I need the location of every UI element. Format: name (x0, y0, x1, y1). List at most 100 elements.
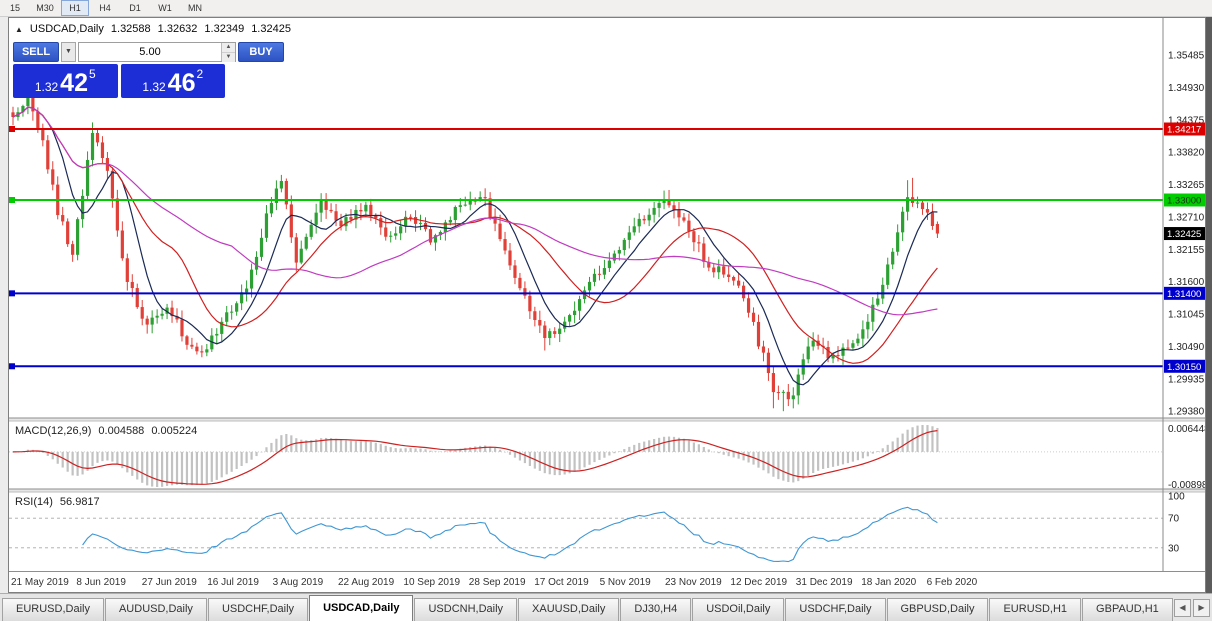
timeframe-button-MN[interactable]: MN (188, 3, 202, 13)
macd-histogram (9, 425, 1163, 487)
candlesticks (11, 85, 940, 412)
ohlc-close: 1.32425 (251, 23, 291, 35)
timeframe-button-D1[interactable]: D1 (129, 3, 141, 13)
chart-symbol-header: ▲ USDCAD,Daily 1.32588 1.32632 1.32349 1… (15, 23, 291, 35)
svg-text:21 May 2019: 21 May 2019 (11, 577, 69, 588)
chart-canvas[interactable]: 1.354851.349301.343751.338201.332651.327… (9, 18, 1205, 592)
svg-text:1.34375: 1.34375 (1168, 115, 1205, 126)
macd-value-main: 0.004588 (98, 425, 145, 437)
chart-tab-XAUUSD-Daily[interactable]: XAUUSD,Daily (518, 598, 620, 621)
svg-text:-0.008982: -0.008982 (1168, 480, 1205, 491)
chart-tab-AUDUSD-Daily[interactable]: AUDUSD,Daily (104, 598, 207, 621)
symbol-name: USDCAD,Daily (29, 23, 104, 35)
chart-window: 1.35485 1.34930 1.34375 1.33820 1.33265 1.327… (8, 17, 1206, 593)
rsi-indicator-label: RSI(14) 56.9817 (15, 496, 100, 508)
moving-average-lines (12, 106, 938, 386)
one-click-trading-panel: SELL ▼ ▲ ▼ BUY 1.32 42 5 1.3 (13, 42, 284, 98)
chart-tab-GBPUSD-Daily[interactable]: GBPUSD,Daily (886, 598, 989, 621)
timeframe-button-H4[interactable]: H4 (99, 3, 111, 13)
svg-text:17 Oct 2019: 17 Oct 2019 (534, 577, 589, 588)
sell-price-point: 5 (88, 67, 96, 81)
chart-tab-EURUSD-H1[interactable]: EURUSD,H1 (989, 598, 1082, 621)
sell-price-prefix: 1.32 (34, 80, 59, 94)
tab-scroll-left-button[interactable]: ◀ (1174, 599, 1191, 617)
volume-increase-button[interactable]: ▲ (222, 43, 235, 53)
svg-text:1.30150: 1.30150 (1167, 362, 1201, 373)
chart-tab-USDOil-Daily[interactable]: USDOil,Daily (692, 598, 785, 621)
sell-button[interactable]: SELL (13, 42, 59, 62)
svg-text:27 Jun 2019: 27 Jun 2019 (142, 577, 197, 588)
sell-price-display[interactable]: 1.32 42 5 (13, 64, 118, 98)
chart-tab-USDCAD-Daily[interactable]: USDCAD,Daily (309, 595, 414, 621)
ohlc-high: 1.32632 (157, 23, 198, 35)
tab-scroll-right-button[interactable]: ▶ (1193, 599, 1210, 617)
svg-text:12 Dec 2019: 12 Dec 2019 (730, 577, 787, 588)
chart-tab-USDCHF-Daily[interactable]: USDCHF,Daily (207, 598, 309, 621)
svg-text:1.32425: 1.32425 (1167, 229, 1201, 240)
macd-title: MACD(12,26,9) (15, 425, 92, 437)
svg-text:1.30490: 1.30490 (1168, 342, 1205, 353)
chart-tabs: EURUSD,Daily AUDUSD,Daily USDCHF,Daily USDC… (0, 593, 1212, 621)
svg-text:70: 70 (1168, 514, 1180, 525)
svg-text:18 Jan 2020: 18 Jan 2020 (861, 577, 916, 588)
svg-text:1.34930: 1.34930 (1168, 83, 1205, 94)
collapse-panel-icon[interactable]: ▲ (15, 24, 23, 34)
chart-tab-USDCNH-Daily[interactable]: USDCNH,Daily (414, 598, 518, 621)
price-badges: 1.34217 1.33000 1.31400 1.30150 1.32425 (1164, 122, 1205, 373)
svg-text:1.29380: 1.29380 (1168, 407, 1205, 418)
svg-text:100: 100 (1168, 492, 1185, 503)
window-edge-strip (1206, 17, 1212, 593)
svg-text:1.31045: 1.31045 (1168, 310, 1205, 321)
date-axis[interactable]: 21 May 2019 8 Jun 2019 27 Jun 2019 16 Jul 2… (11, 577, 978, 588)
chart-tab-EURUSD-Daily[interactable]: EURUSD,Daily (2, 598, 104, 621)
sell-price-pips: 42 (60, 69, 88, 97)
macd-signal-line (12, 430, 938, 485)
timeframe-toolbar: 15 M30 H1 H4 D1 W1 MN (0, 0, 1212, 17)
volume-input[interactable] (79, 43, 221, 61)
timeframe-button-H1[interactable]: H1 (61, 0, 89, 16)
svg-text:1.31400: 1.31400 (1167, 289, 1201, 300)
buy-button[interactable]: BUY (238, 42, 284, 62)
buy-price-point: 2 (196, 67, 204, 81)
svg-text:30: 30 (1168, 543, 1180, 554)
buy-price-display[interactable]: 1.32 46 2 (120, 64, 225, 98)
rsi-pane (9, 506, 1163, 563)
timeframe-button-15[interactable]: 15 (9, 3, 20, 13)
svg-text:3 Aug 2019: 3 Aug 2019 (273, 577, 324, 588)
svg-text:22 Aug 2019: 22 Aug 2019 (338, 577, 395, 588)
price-axis[interactable]: 1.35485 1.34930 1.34375 1.33820 1.33265 1.327… (1162, 18, 1205, 572)
timeframe-button-M30[interactable]: M30 (36, 3, 54, 13)
svg-text:6 Feb 2020: 6 Feb 2020 (927, 577, 978, 588)
svg-text:1.33820: 1.33820 (1168, 148, 1205, 159)
svg-text:1.32155: 1.32155 (1168, 245, 1205, 256)
svg-text:28 Sep 2019: 28 Sep 2019 (469, 577, 526, 588)
svg-text:1.31600: 1.31600 (1168, 277, 1205, 288)
svg-text:5 Nov 2019: 5 Nov 2019 (600, 577, 652, 588)
ohlc-low: 1.32349 (204, 23, 245, 35)
buy-price-prefix: 1.32 (142, 80, 166, 94)
rsi-line (82, 506, 938, 563)
svg-text:1.33265: 1.33265 (1168, 180, 1205, 191)
macd-indicator-label: MACD(12,26,9) 0.004588 0.005224 (15, 425, 197, 437)
svg-text:1.29935: 1.29935 (1168, 374, 1205, 385)
pane-separators (9, 417, 1205, 572)
chart-tab-GBPAUD-H1[interactable]: GBPAUD,H1 (1082, 598, 1173, 621)
timeframe-button-W1[interactable]: W1 (158, 3, 172, 13)
horizontal-level-lines[interactable] (9, 126, 1163, 370)
macd-value-signal: 0.005224 (151, 425, 198, 437)
rsi-title: RSI(14) (15, 496, 53, 508)
volume-spinner: ▲ ▼ (221, 43, 235, 62)
chart-tab-DJ30-H4[interactable]: DJ30,H4 (620, 598, 692, 621)
buy-price-pips: 46 (167, 69, 196, 97)
svg-text:1.35485: 1.35485 (1168, 51, 1205, 62)
svg-text:1.33000: 1.33000 (1167, 196, 1201, 207)
svg-text:16 Jul 2019: 16 Jul 2019 (207, 577, 259, 588)
chart-tab-USDCHF-Daily[interactable]: USDCHF,Daily (785, 598, 886, 621)
svg-text:10 Sep 2019: 10 Sep 2019 (403, 577, 460, 588)
svg-text:1.32710: 1.32710 (1168, 212, 1205, 223)
svg-text:8 Jun 2019: 8 Jun 2019 (76, 577, 126, 588)
volume-decrease-button[interactable]: ▼ (222, 53, 235, 62)
svg-text:1.34217: 1.34217 (1167, 125, 1201, 136)
trade-options-dropdown-icon[interactable]: ▼ (61, 42, 76, 62)
